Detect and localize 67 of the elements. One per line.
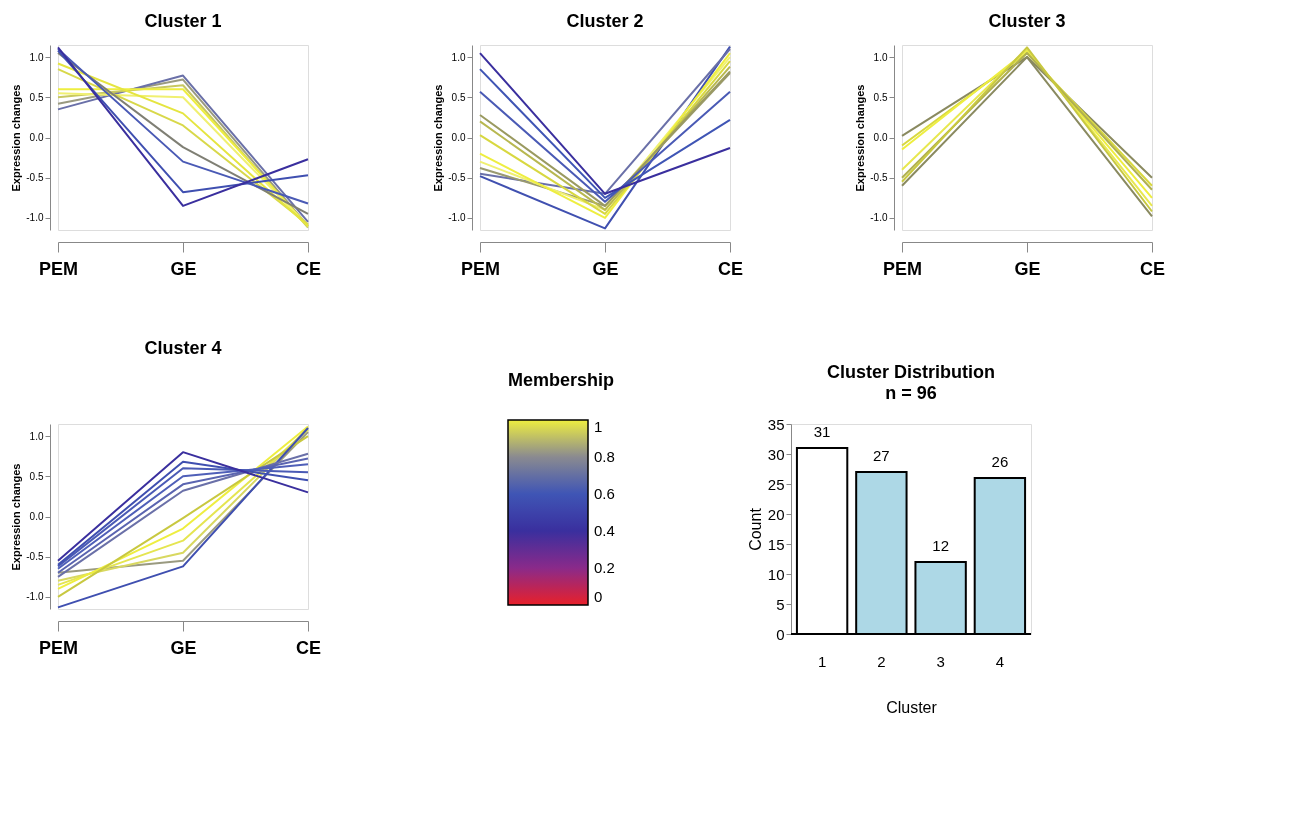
color-bar-title: Membership (507, 370, 615, 390)
y-axis-title: Expression changes (10, 84, 23, 192)
y-axis-title: Count (746, 507, 764, 551)
color-bar-label: 0.8 (594, 448, 615, 465)
chart-title: Cluster Distribution (826, 362, 996, 382)
chart-title: Cluster 1 (144, 11, 222, 31)
y-tick-label: 1.0 (29, 51, 44, 63)
y-tick-label: 0.0 (29, 511, 44, 522)
y-tick-label: 0.5 (29, 470, 44, 482)
x-tick-label: CE (1139, 258, 1166, 279)
data-label: 31 (813, 423, 831, 440)
y-tick-label: 0.5 (451, 91, 466, 103)
x-tick-label: CE (295, 258, 322, 279)
y-tick-label: 30 (767, 445, 785, 463)
chart-subtitle: n = 96 (885, 383, 937, 403)
y-tick-label: -0.5 (870, 172, 888, 184)
y-tick-label: 0 (776, 625, 785, 643)
x-tick-label: PEM (460, 258, 501, 279)
x-tick-label: 1 (817, 652, 827, 670)
y-tick-label: 35 (767, 415, 785, 433)
y-tick-label: 5 (776, 595, 785, 613)
y-tick-label: -1.0 (26, 212, 44, 224)
x-tick-label: GE (170, 637, 197, 658)
y-tick-label: 15 (767, 535, 785, 553)
y-tick-label: 0.0 (451, 132, 466, 143)
y-tick-label: -0.5 (26, 172, 44, 184)
y-tick-label: 0.0 (873, 132, 888, 143)
color-bar-label: 1 (594, 418, 603, 435)
data-label: 26 (991, 453, 1009, 470)
y-tick-label: 0.5 (29, 91, 44, 103)
x-tick-label: GE (1014, 258, 1041, 279)
x-tick-label: 4 (995, 652, 1005, 670)
y-tick-label: -0.5 (26, 551, 44, 563)
color-bar-label: 0 (594, 588, 603, 605)
y-tick-label: -1.0 (448, 212, 466, 224)
color-bar-label: 0.4 (594, 522, 615, 539)
y-tick-label: 1.0 (873, 51, 888, 63)
y-tick-label: -1.0 (26, 591, 44, 603)
x-axis-title: Cluster (886, 698, 938, 716)
y-tick-label: 1.0 (29, 430, 44, 442)
y-tick-label: -0.5 (448, 172, 466, 184)
y-tick-label: 0.5 (873, 91, 888, 103)
x-tick-label: GE (170, 258, 197, 279)
y-axis-title: Expression changes (10, 463, 23, 571)
x-tick-label: PEM (38, 258, 79, 279)
y-tick-label: 1.0 (451, 51, 466, 63)
x-tick-label: 3 (936, 652, 945, 670)
color-bar-label: 0.2 (594, 559, 615, 576)
x-tick-label: CE (717, 258, 744, 279)
chart-title: Cluster 2 (566, 11, 644, 31)
y-tick-label: 10 (767, 565, 785, 583)
y-tick-label: 20 (767, 505, 785, 523)
x-tick-label: GE (592, 258, 619, 279)
x-tick-label: CE (295, 637, 322, 658)
data-label: 27 (873, 447, 890, 464)
y-axis-title: Expression changes (854, 84, 867, 192)
chart-title: Cluster 3 (988, 11, 1066, 31)
x-tick-label: 2 (877, 652, 886, 670)
y-axis-title: Expression changes (432, 84, 445, 192)
y-tick-label: 0.0 (29, 132, 44, 143)
x-tick-label: PEM (38, 637, 79, 658)
color-bar-label: 0.6 (594, 485, 615, 502)
y-tick-label: 25 (767, 475, 785, 493)
x-tick-label: PEM (882, 258, 923, 279)
data-label: 12 (932, 537, 949, 554)
y-tick-label: -1.0 (870, 212, 888, 224)
chart-title: Cluster 4 (144, 338, 222, 358)
